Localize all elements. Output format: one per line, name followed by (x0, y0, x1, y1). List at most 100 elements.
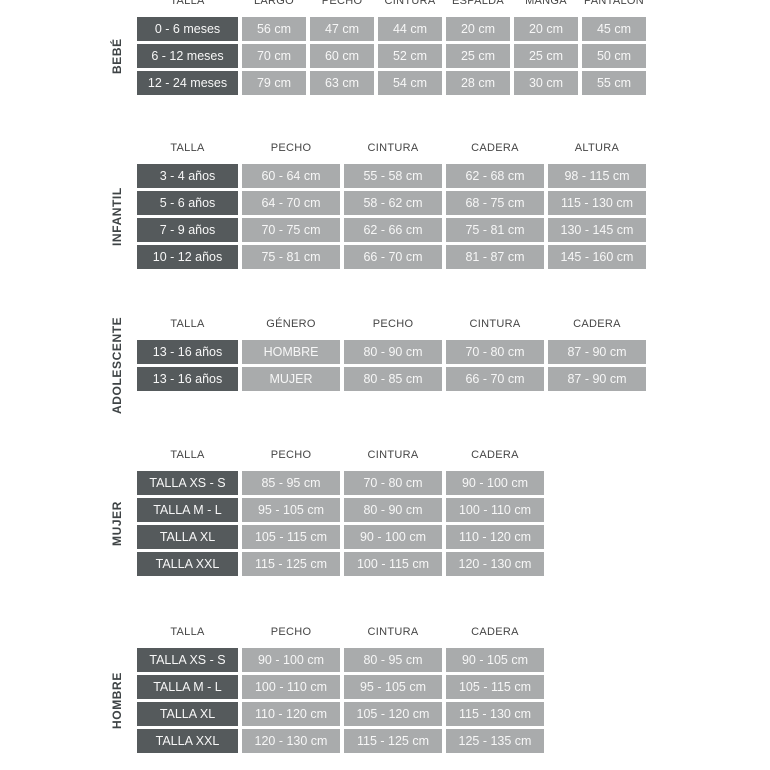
value-cell: 60 - 64 cm (242, 164, 340, 188)
column-header-pecho: PECHO (321, 0, 363, 7)
value-cell: 52 cm (378, 44, 442, 68)
value-cell: 44 cm (378, 17, 442, 41)
size-table-hombre: HOMBRE TALLA PECHO CINTURA CADERA TALLA XS … (110, 626, 544, 753)
size-table-infantil: INFANTIL TALLA PECHO CINTURA CADERA ALTURA 3… (110, 142, 646, 269)
size-label-cell: 5 - 6 años (137, 191, 238, 215)
value-cell: 56 cm (242, 17, 306, 41)
size-label-cell: 7 - 9 años (137, 218, 238, 242)
column-header-genero: GÉNERO (266, 318, 316, 330)
value-cell: 90 - 100 cm (344, 525, 442, 549)
value-cell: 66 - 70 cm (344, 245, 442, 269)
value-cell: 54 cm (378, 71, 442, 95)
table-body: TALLA XS - S 85 - 95 cm 70 - 80 cm 90 - 100… (137, 471, 544, 576)
value-cell: 95 - 105 cm (344, 675, 442, 699)
value-cell: 30 cm (514, 71, 578, 95)
column-header-talla: TALLA (170, 142, 205, 154)
value-cell: 100 - 110 cm (242, 675, 340, 699)
size-label-cell: 6 - 12 meses (137, 44, 238, 68)
column-header-cadera: CADERA (471, 626, 519, 638)
value-cell: 50 cm (582, 44, 646, 68)
column-header-largo: LARGO (253, 0, 294, 7)
column-header-talla: TALLA (170, 0, 205, 7)
value-cell: 87 - 90 cm (548, 340, 646, 364)
column-header-cadera: CADERA (471, 142, 519, 154)
column-header-pecho: PECHO (372, 318, 414, 330)
column-header-cintura: CINTURA (367, 449, 419, 461)
value-cell: 55 cm (582, 71, 646, 95)
value-cell: 145 - 160 cm (548, 245, 646, 269)
value-cell: 115 - 125 cm (242, 552, 340, 576)
size-table-bebe: BEBÉ TALLA LARGO PECHO CINTURA ESPALDA MANGA P… (110, 0, 646, 95)
value-cell: 55 - 58 cm (344, 164, 442, 188)
value-cell: 120 - 130 cm (446, 552, 544, 576)
size-label-cell: 13 - 16 años (137, 340, 238, 364)
column-header-talla: TALLA (170, 449, 205, 461)
column-header-talla: TALLA (170, 626, 205, 638)
value-cell: 68 - 75 cm (446, 191, 544, 215)
size-label-cell: TALLA M - L (137, 498, 238, 522)
size-label-cell: TALLA XXL (137, 729, 238, 753)
value-cell: 105 - 115 cm (242, 525, 340, 549)
size-label-cell: 12 - 24 meses (137, 71, 238, 95)
value-cell: 62 - 66 cm (344, 218, 442, 242)
value-cell: 85 - 95 cm (242, 471, 340, 495)
size-label-cell: TALLA XS - S (137, 648, 238, 672)
value-cell: 80 - 90 cm (344, 498, 442, 522)
value-cell: 58 - 62 cm (344, 191, 442, 215)
column-header-cintura: CINTURA (469, 318, 521, 330)
group-label-hombre: HOMBRE (110, 672, 124, 729)
value-cell: 105 - 120 cm (344, 702, 442, 726)
value-cell: 100 - 110 cm (446, 498, 544, 522)
value-cell: 115 - 130 cm (446, 702, 544, 726)
size-label-cell: TALLA XL (137, 702, 238, 726)
value-cell: MUJER (242, 367, 340, 391)
value-cell: 79 cm (242, 71, 306, 95)
table-body: 0 - 6 meses 56 cm 47 cm 44 cm 20 cm 20 cm 45 c… (137, 17, 646, 95)
value-cell: 80 - 95 cm (344, 648, 442, 672)
value-cell: HOMBRE (242, 340, 340, 364)
value-cell: 64 - 70 cm (242, 191, 340, 215)
column-header-pecho: PECHO (270, 449, 312, 461)
size-label-cell: 0 - 6 meses (137, 17, 238, 41)
value-cell: 63 cm (310, 71, 374, 95)
value-cell: 28 cm (446, 71, 510, 95)
table-header-row: TALLA PECHO CINTURA CADERA (137, 449, 544, 461)
value-cell: 81 - 87 cm (446, 245, 544, 269)
group-label-infantil: INFANTIL (110, 187, 124, 246)
value-cell: 45 cm (582, 17, 646, 41)
value-cell: 75 - 81 cm (242, 245, 340, 269)
table-header-row: TALLA LARGO PECHO CINTURA ESPALDA MANGA PANTAL… (137, 0, 646, 7)
value-cell: 90 - 100 cm (242, 648, 340, 672)
value-cell: 20 cm (446, 17, 510, 41)
size-label-cell: TALLA M - L (137, 675, 238, 699)
value-cell: 60 cm (310, 44, 374, 68)
table-body: TALLA XS - S 90 - 100 cm 80 - 95 cm 90 - 10… (137, 648, 544, 753)
value-cell: 98 - 115 cm (548, 164, 646, 188)
value-cell: 87 - 90 cm (548, 367, 646, 391)
table-body: 13 - 16 años HOMBRE 80 - 90 cm 70 - 80 cm 87… (137, 340, 646, 391)
column-header-altura: ALTURA (574, 142, 620, 154)
column-header-espalda: ESPALDA (451, 0, 505, 7)
value-cell: 125 - 135 cm (446, 729, 544, 753)
value-cell: 120 - 130 cm (242, 729, 340, 753)
value-cell: 90 - 100 cm (446, 471, 544, 495)
column-header-pecho: PECHO (270, 142, 312, 154)
value-cell: 100 - 115 cm (344, 552, 442, 576)
value-cell: 47 cm (310, 17, 374, 41)
group-label-mujer: MUJER (110, 501, 124, 547)
size-label-cell: TALLA XL (137, 525, 238, 549)
value-cell: 90 - 105 cm (446, 648, 544, 672)
size-label-cell: 10 - 12 años (137, 245, 238, 269)
column-header-cadera: CADERA (471, 449, 519, 461)
size-label-cell: 3 - 4 años (137, 164, 238, 188)
table-body: 3 - 4 años 60 - 64 cm 55 - 58 cm 62 - 68 cm… (137, 164, 646, 269)
value-cell: 70 cm (242, 44, 306, 68)
value-cell: 25 cm (514, 44, 578, 68)
column-header-cintura: CINTURA (367, 142, 419, 154)
table-header-row: TALLA PECHO CINTURA CADERA (137, 626, 544, 638)
size-label-cell: TALLA XXL (137, 552, 238, 576)
value-cell: 110 - 120 cm (446, 525, 544, 549)
group-label-bebe: BEBÉ (110, 38, 124, 74)
value-cell: 62 - 68 cm (446, 164, 544, 188)
column-header-cintura: CINTURA (367, 626, 419, 638)
